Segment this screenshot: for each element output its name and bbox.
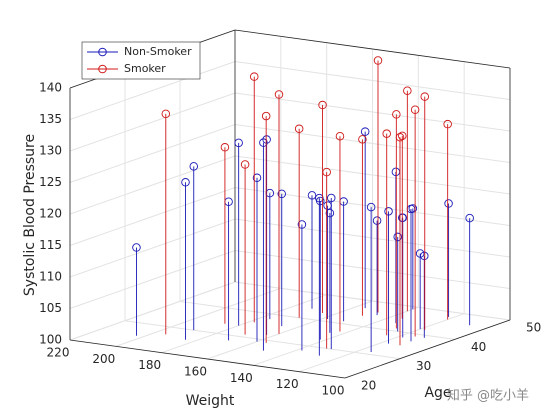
- marker: [277, 189, 287, 199]
- axis-line: [234, 29, 511, 69]
- marker: [360, 127, 370, 136]
- marker: [335, 131, 345, 141]
- marker: [372, 216, 382, 225]
- marker: [240, 160, 250, 169]
- grid-line: [234, 92, 511, 132]
- legend: Non-Smoker Smoker: [81, 41, 201, 80]
- grid-line: [234, 155, 511, 195]
- marker: [318, 100, 327, 110]
- marker: [315, 193, 324, 203]
- x-tick-label: 160: [184, 365, 207, 379]
- marker: [249, 72, 259, 81]
- grid-line: [234, 61, 511, 100]
- marker: [408, 204, 418, 213]
- marker: [384, 207, 393, 216]
- grid-line: [69, 250, 236, 309]
- marker: [382, 129, 391, 138]
- x-axis-label: Weight: [186, 393, 235, 409]
- legend-marker: [98, 64, 107, 74]
- z-tick-label: 105: [39, 301, 62, 315]
- marker: [443, 119, 452, 129]
- marker: [444, 199, 453, 208]
- series: [161, 56, 452, 349]
- z-tick-label: 120: [39, 207, 62, 221]
- marker: [410, 105, 420, 114]
- marker: [261, 111, 271, 121]
- marker: [366, 202, 376, 212]
- grid-line: [179, 300, 456, 340]
- marker: [415, 249, 425, 258]
- grid-line: [69, 281, 236, 341]
- marker: [132, 243, 141, 252]
- x-tick-label: 100: [322, 384, 345, 398]
- z-tick-label: 130: [39, 144, 62, 158]
- legend-label: Smoker: [124, 62, 166, 75]
- y-tick-label: 20: [361, 379, 376, 393]
- y-tick-label: 30: [416, 359, 431, 373]
- marker: [420, 92, 430, 101]
- marker: [392, 110, 401, 119]
- grid-line: [253, 306, 419, 366]
- x-tick-label: 180: [138, 358, 161, 372]
- marker: [294, 124, 304, 134]
- grid-line: [69, 61, 236, 120]
- x-tick-label: 200: [92, 352, 115, 366]
- x-tick-label: 220: [47, 346, 70, 360]
- marker: [161, 109, 171, 119]
- marker: [327, 193, 336, 203]
- grid-line: [124, 320, 401, 360]
- grid-line: [69, 124, 236, 183]
- z-tick-label: 110: [39, 270, 62, 284]
- marker: [420, 251, 429, 261]
- marker: [323, 201, 332, 210]
- legend-marker: [98, 47, 107, 57]
- watermark: 知乎 @吃小羊: [447, 388, 529, 404]
- y-tick-label: 40: [471, 340, 486, 354]
- marker: [262, 135, 271, 144]
- grid-line: [69, 92, 236, 152]
- y-axis-label: Age: [424, 385, 451, 401]
- marker: [393, 232, 402, 242]
- grid-line: [234, 218, 511, 258]
- marker: [358, 135, 367, 144]
- grid-line: [234, 281, 511, 321]
- y-tick-label: 50: [526, 321, 541, 335]
- marker: [465, 213, 474, 223]
- z-tick-label: 115: [39, 238, 62, 252]
- z-tick-label: 135: [39, 112, 62, 126]
- grid-line: [234, 250, 511, 289]
- marker: [373, 56, 383, 65]
- marker: [234, 138, 243, 148]
- marker: [398, 131, 407, 141]
- marker: [189, 162, 198, 171]
- marker: [398, 213, 408, 223]
- marker: [252, 173, 262, 183]
- grid-line: [69, 155, 236, 215]
- marker: [181, 178, 190, 187]
- grid-line: [299, 313, 465, 373]
- grid-line: [115, 287, 281, 347]
- marker: [297, 220, 307, 229]
- legend-label: Non-Smoker: [124, 45, 192, 58]
- axis-line: [344, 319, 511, 379]
- grid-line: [207, 300, 373, 360]
- grid-line: [234, 124, 511, 163]
- grid-line: [69, 218, 236, 278]
- z-tick-label: 140: [39, 81, 62, 95]
- marker: [325, 208, 335, 218]
- x-tick-label: 120: [276, 377, 299, 391]
- grid-line: [234, 187, 511, 226]
- z-axis-label: Systolic Blood Pressure: [22, 134, 38, 296]
- axis-line: [69, 339, 346, 379]
- marker: [307, 191, 317, 200]
- marker: [220, 143, 230, 152]
- marker: [403, 86, 412, 95]
- marker: [274, 90, 284, 99]
- marker: [259, 138, 268, 147]
- z-tick-label: 100: [39, 333, 62, 347]
- grid-line: [69, 187, 236, 246]
- x-tick-label: 140: [230, 371, 253, 385]
- z-tick-label: 125: [39, 175, 62, 189]
